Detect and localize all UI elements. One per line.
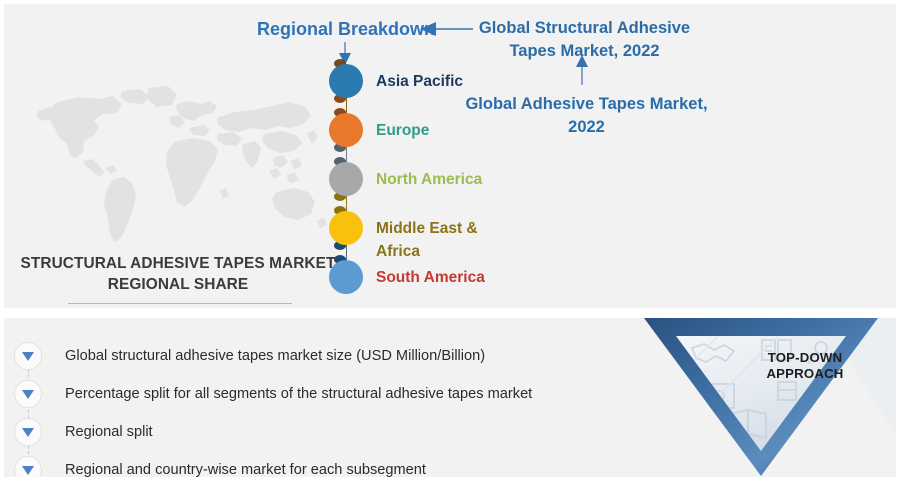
caption-line-1: STRUCTURAL ADHESIVE TAPES MARKET bbox=[20, 255, 336, 272]
regional-breakdown-heading: Regional Breakdown bbox=[257, 19, 436, 39]
bubble-cap-top bbox=[334, 255, 346, 264]
region-bubble bbox=[322, 106, 370, 183]
bubble-cap-bottom bbox=[334, 192, 346, 201]
chevron-down-icon bbox=[14, 456, 42, 477]
bubble-cap-top bbox=[334, 59, 346, 68]
region-bubble-chain bbox=[322, 59, 370, 308]
topdown-line-2: APPROACH bbox=[766, 366, 844, 381]
title-adhesive-tapes-market: Global Adhesive Tapes Market, 2022 bbox=[465, 95, 708, 136]
bubble-circle bbox=[329, 211, 363, 245]
region-label-europe: Europe bbox=[376, 122, 430, 139]
region-bubble bbox=[322, 57, 370, 134]
bubble-cap-bottom bbox=[334, 94, 346, 103]
bubble-cap-top bbox=[334, 206, 346, 215]
caption-line-2: REGIONAL SHARE bbox=[107, 276, 249, 293]
bubble-cap-bottom bbox=[334, 143, 346, 152]
list-item-label: Regional split bbox=[65, 424, 153, 440]
title-structural-adhesive-market: Global Structural Adhesive Tapes Market,… bbox=[478, 19, 691, 60]
caption-divider bbox=[68, 303, 292, 304]
arrow-left-icon bbox=[420, 22, 473, 36]
list-item: Percentage split for all segments of the… bbox=[14, 380, 532, 408]
list-item-label: Percentage split for all segments of the… bbox=[65, 386, 533, 402]
region-bubble bbox=[322, 155, 370, 232]
chevron-down-icon bbox=[14, 380, 42, 408]
region-label-north-america: North America bbox=[376, 171, 483, 188]
bubble-connector-stem bbox=[345, 183, 347, 232]
regional-breakdown-panel: STRUCTURAL ADHESIVE TAPES MARKET REGIONA… bbox=[3, 3, 897, 309]
top-down-approach-graphic bbox=[644, 318, 896, 476]
arrow-down-icon bbox=[339, 42, 351, 65]
bubble-connector-stem bbox=[345, 85, 347, 134]
region-bubble bbox=[322, 204, 370, 281]
region-label-asia-pacific: Asia Pacific bbox=[376, 73, 464, 90]
region-bubble bbox=[322, 253, 370, 301]
bubble-cap-top bbox=[334, 157, 346, 166]
bubble-circle bbox=[329, 260, 363, 294]
list-item: Global structural adhesive tapes market … bbox=[14, 342, 485, 370]
bubble-circle bbox=[329, 64, 363, 98]
topdown-line-1: TOP-DOWN bbox=[767, 350, 843, 365]
list-item: Regional split bbox=[14, 418, 153, 446]
deliverables-panel: Global structural adhesive tapes market … bbox=[3, 317, 897, 478]
chevron-down-icon bbox=[14, 418, 42, 446]
list-item: Regional and country-wise market for eac… bbox=[14, 456, 426, 478]
region-label-middle-east-africa: Middle East & Africa bbox=[376, 220, 478, 260]
region-label-south-america: South America bbox=[376, 269, 485, 286]
top-down-approach-label: TOP-DOWN APPROACH bbox=[745, 350, 865, 382]
bubble-connector-stem bbox=[345, 134, 347, 183]
bubble-cap-bottom bbox=[334, 241, 346, 250]
bubble-circle bbox=[329, 162, 363, 196]
regional-share-caption: STRUCTURAL ADHESIVE TAPES MARKET REGIONA… bbox=[18, 253, 338, 295]
bubble-cap-top bbox=[334, 108, 346, 117]
bubble-circle bbox=[329, 113, 363, 147]
bubble-connector-stem bbox=[345, 232, 347, 281]
list-item-label: Global structural adhesive tapes market … bbox=[65, 348, 486, 364]
chevron-down-icon bbox=[14, 342, 42, 370]
world-map-watermark bbox=[37, 86, 327, 242]
list-item-label: Regional and country-wise market for eac… bbox=[65, 462, 426, 478]
arrow-up-icon bbox=[576, 55, 588, 85]
